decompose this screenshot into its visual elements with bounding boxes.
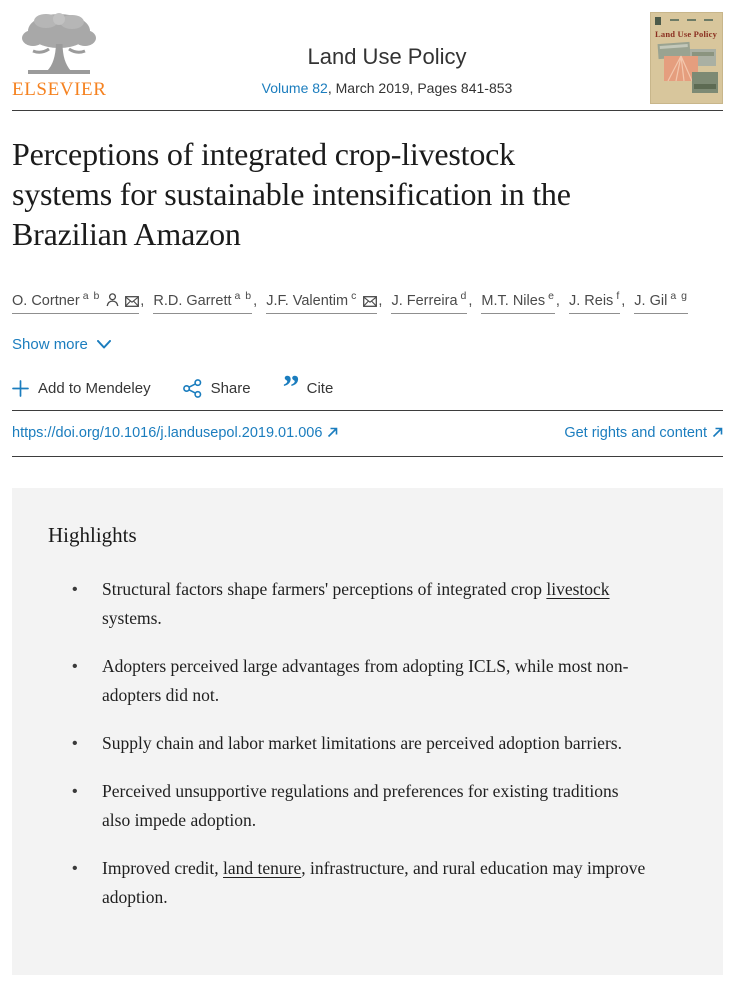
author-name: M.T. Niles <box>481 292 546 309</box>
journal-cover-thumbnail[interactable]: Land Use Policy <box>650 12 723 104</box>
volume-link[interactable]: Volume 82 <box>261 80 328 96</box>
highlight-segment: systems. <box>102 607 162 628</box>
bullet-icon: • <box>72 580 78 598</box>
author-link[interactable]: J. Gil a g <box>634 290 688 314</box>
cite-label: Cite <box>306 379 334 397</box>
doi-text: https://doi.org/10.1016/j.landusepol.201… <box>12 424 323 441</box>
highlight-segment: Supply chain and labor market limitation… <box>102 732 622 753</box>
volume-issue-line: Volume 82, March 2019, Pages 841-853 <box>124 80 650 96</box>
issue-info: , March 2019, Pages 841-853 <box>327 80 513 96</box>
author-list: O. Cortner a b, R.D. Garrett a b, J.F. Val… <box>12 290 723 314</box>
share-label: Share <box>210 379 251 397</box>
action-toolbar: Add to Mendeley Share ” Cite <box>12 369 723 407</box>
highlight-segment: Adopters perceived large advantages from… <box>102 655 629 705</box>
highlight-term-link[interactable]: land tenure <box>223 857 302 878</box>
share-icon <box>182 378 201 398</box>
author-separator: , <box>378 292 387 309</box>
envelope-icon <box>363 295 378 307</box>
highlight-segment: Perceived unsupportive regulations and p… <box>102 780 619 830</box>
author-affiliation-sup: a b <box>82 290 101 302</box>
cover-dash <box>687 19 696 21</box>
show-more-label: Show more <box>12 335 88 353</box>
author-affiliation-sup: d <box>460 290 468 302</box>
highlight-segment: , infrastructure, and rural education ma… <box>102 857 646 907</box>
journal-header: ELSEVIER Land Use Policy Volume 82, Marc… <box>12 0 723 110</box>
author-separator: , <box>468 292 477 309</box>
author-link[interactable]: R.D. Garrett a b <box>153 290 253 314</box>
doi-divider <box>12 455 723 457</box>
author-name: R.D. Garrett <box>153 292 232 309</box>
author-link[interactable]: J. Reis f <box>568 290 621 314</box>
highlight-text: Supply chain and labor market limitation… <box>102 729 622 758</box>
add-to-mendeley-button[interactable]: Add to Mendeley <box>12 380 151 397</box>
author-link[interactable]: O. Cortner a b <box>12 290 140 314</box>
show-more-button[interactable]: Show more <box>12 336 111 353</box>
author-link[interactable]: J. Ferreira d <box>391 290 468 314</box>
article-title: Perceptions of integrated crop-livestock… <box>12 136 571 252</box>
author-name: J.F. Valentim <box>266 292 349 309</box>
author-affiliation-sup: a b <box>234 290 253 302</box>
highlight-segment: Improved credit, <box>102 857 223 878</box>
bullet-icon: • <box>72 734 78 752</box>
share-button[interactable]: Share <box>182 378 251 398</box>
author-name: J. Gil <box>634 292 668 309</box>
highlight-text: Adopters perceived large advantages from… <box>102 652 647 710</box>
author-name: J. Ferreira <box>391 292 458 309</box>
get-rights-text: Get rights and content <box>564 424 707 441</box>
cover-dash <box>670 19 679 21</box>
cover-dash <box>704 19 713 21</box>
envelope-icon <box>125 295 140 307</box>
doi-link[interactable]: https://doi.org/10.1016/j.landusepol.201… <box>12 425 338 441</box>
elsevier-wordmark: ELSEVIER <box>12 79 107 100</box>
add-to-mendeley-label: Add to Mendeley <box>38 379 151 397</box>
author-affiliation-sup: c <box>351 290 358 302</box>
highlight-item: • Structural factors shape farmers' perce… <box>72 575 675 633</box>
elsevier-tree-icon <box>22 13 96 74</box>
cover-title: Land Use Policy <box>655 29 718 39</box>
highlight-item: • Adopters perceived large advantages fro… <box>72 652 675 710</box>
author-affiliation-sup: e <box>548 290 555 302</box>
highlights-list: • Structural factors shape farmers' perce… <box>72 575 675 912</box>
cite-quote-icon: ” <box>282 369 300 407</box>
author-separator: , <box>140 292 149 309</box>
author-link[interactable]: M.T. Niles e <box>481 290 555 314</box>
highlight-text: Perceived unsupportive regulations and p… <box>102 777 647 835</box>
highlight-item: • Supply chain and labor market limitatio… <box>72 729 675 758</box>
author-name: O. Cortner <box>12 292 80 309</box>
chevron-down-icon <box>96 339 111 349</box>
header-divider <box>12 110 723 111</box>
external-link-icon <box>712 427 723 437</box>
doi-row: https://doi.org/10.1016/j.landusepol.201… <box>12 411 723 456</box>
bullet-icon: • <box>72 782 78 800</box>
journal-info: Land Use Policy Volume 82, March 2019, P… <box>124 11 650 96</box>
cover-artwork <box>657 41 718 93</box>
elsevier-logo[interactable]: ELSEVIER <box>12 11 124 101</box>
get-rights-link[interactable]: Get rights and content <box>564 425 723 441</box>
bullet-icon: • <box>72 657 78 675</box>
author-name: J. Reis <box>568 292 614 309</box>
highlight-term-link[interactable]: livestock <box>546 578 610 599</box>
plus-icon <box>12 379 29 397</box>
bullet-icon: • <box>72 859 78 877</box>
highlight-segment: Structural factors shape farmers' percep… <box>102 578 547 599</box>
highlight-item: • Perceived unsupportive regulations and … <box>72 777 675 835</box>
external-link-icon <box>328 427 338 437</box>
highlight-text: Structural factors shape farmers' percep… <box>102 575 647 633</box>
actions-divider <box>12 409 723 411</box>
author-separator: , <box>253 292 262 309</box>
author-separator: , <box>621 292 630 309</box>
cover-logo-mark <box>655 17 661 25</box>
cite-button[interactable]: ” Cite <box>282 369 334 407</box>
journal-title-link[interactable]: Land Use Policy <box>307 44 467 69</box>
author-affiliation-sup: a g <box>670 290 688 302</box>
highlights-title: Highlights <box>48 522 137 547</box>
highlight-item: • Improved credit, land tenure, infrastru… <box>72 854 675 912</box>
author-link[interactable]: J.F. Valentim c <box>266 290 378 314</box>
author-affiliation-sup: f <box>616 290 621 302</box>
highlights-card: Highlights • Structural factors shape far… <box>12 487 723 975</box>
highlight-text: Improved credit, land tenure, infrastruc… <box>102 854 647 912</box>
person-icon <box>106 293 119 306</box>
author-separator: , <box>555 292 564 309</box>
